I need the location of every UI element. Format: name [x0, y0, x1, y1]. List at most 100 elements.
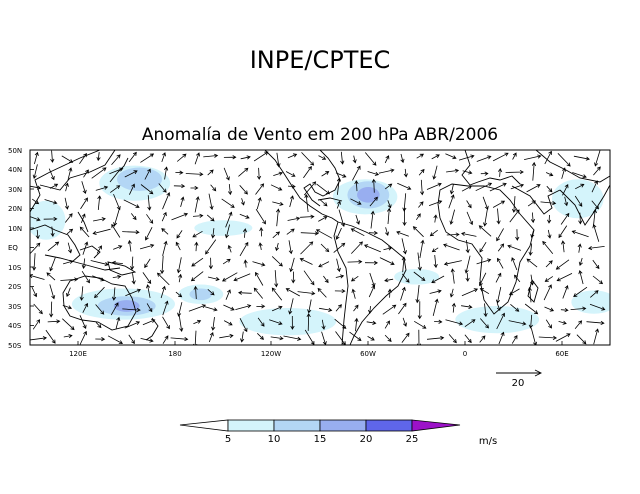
wind-vector [139, 243, 155, 250]
page-title: INPE/CPTEC [250, 46, 391, 74]
wind-vector [291, 271, 296, 284]
wind-vector [161, 211, 167, 222]
wind-vector [67, 242, 73, 254]
wind-vector [432, 298, 439, 316]
wind-vector [426, 182, 442, 190]
wind-vector [227, 184, 233, 196]
wind-vector [495, 272, 502, 283]
wind-vector [252, 261, 266, 267]
wind-vector [402, 193, 407, 212]
wind-vector [82, 241, 89, 255]
wind-vector [34, 151, 39, 165]
wind-vector [557, 153, 571, 167]
wind-vector [497, 167, 503, 177]
wind-vector [556, 273, 573, 282]
wind-vector [253, 151, 269, 162]
wind-vector [303, 270, 315, 286]
wind-vector [129, 183, 135, 195]
wind-vector [300, 241, 314, 255]
wind-vector [530, 327, 538, 345]
wind-vector [334, 318, 347, 329]
wind-vector [402, 208, 407, 226]
wind-vector [175, 291, 183, 298]
shaded-region [189, 288, 213, 301]
wind-vector [419, 179, 425, 196]
wind-vector [431, 247, 439, 253]
wind-vector [90, 260, 109, 267]
wind-vector [160, 285, 166, 299]
lon-label: 120E [69, 350, 87, 358]
wind-vector [574, 195, 583, 207]
wind-vector [162, 300, 169, 316]
wind-vector [162, 240, 168, 256]
wind-vector [61, 155, 74, 163]
wind-vector [479, 335, 486, 343]
wind-vector [446, 168, 460, 173]
wind-vector [497, 243, 505, 252]
wind-vector [240, 155, 251, 160]
wind-vector [162, 335, 169, 344]
wind-vector [177, 302, 183, 317]
wind-vector [110, 185, 121, 193]
wind-vector [334, 288, 346, 294]
lat-label: 40S [8, 322, 22, 330]
wind-vector [384, 320, 390, 329]
wind-vector [176, 153, 187, 162]
wind-vector [318, 155, 327, 160]
wind-vector [32, 253, 37, 271]
wind-vector [351, 241, 363, 254]
wind-vector [285, 171, 296, 177]
wind-vector [593, 328, 599, 345]
shaded-region [394, 268, 440, 285]
wind-vector [350, 228, 365, 237]
wind-vector [461, 231, 477, 237]
latitude-axis: 50N 40N 30N 20N 10N EQ 10S 20S 30S 40S 5… [8, 147, 34, 350]
wind-vector [384, 334, 392, 342]
wind-vector [131, 273, 136, 285]
wind-vector [301, 152, 315, 166]
wind-vector [270, 184, 283, 191]
wind-vector [67, 167, 73, 180]
wind-vector [288, 298, 294, 315]
wind-vector [514, 274, 521, 283]
wind-vector [496, 302, 501, 312]
wind-vector [81, 181, 87, 195]
wind-vector [526, 184, 541, 193]
lon-label: 180 [168, 350, 181, 358]
wind-vector [43, 216, 58, 222]
wind-vector [492, 200, 506, 208]
wind-vector [50, 226, 55, 238]
wind-vector [206, 214, 215, 222]
wind-vector [140, 184, 154, 195]
shaded-region [239, 307, 337, 336]
wind-vector [192, 213, 204, 218]
wind-vector [445, 153, 457, 160]
wind-vector [546, 185, 553, 193]
wind-vector [223, 167, 230, 181]
wind-vector [352, 155, 357, 164]
wind-vector [315, 229, 333, 239]
shaded-region [30, 200, 66, 240]
wind-vector [239, 213, 250, 219]
wind-vector [336, 258, 341, 273]
wind-vector [558, 225, 568, 239]
wind-vector [515, 229, 520, 241]
wind-vector [319, 307, 333, 312]
wind-vector [479, 288, 490, 295]
wind-vector [509, 209, 520, 223]
wind-vector [335, 172, 347, 178]
wind-vector [60, 277, 79, 282]
colorbar-tick: 10 [268, 434, 281, 445]
colorbar-tick: 20 [360, 434, 373, 445]
wind-vector [287, 216, 301, 221]
wind-vector [156, 272, 170, 286]
shaded-region [357, 187, 380, 203]
wind-vector [448, 334, 457, 344]
wind-vector [544, 150, 552, 165]
wind-vector [561, 167, 566, 179]
wind-vector [496, 312, 505, 330]
wind-vector [480, 171, 489, 176]
wind-vector [591, 180, 598, 193]
wind-vector [94, 286, 105, 299]
